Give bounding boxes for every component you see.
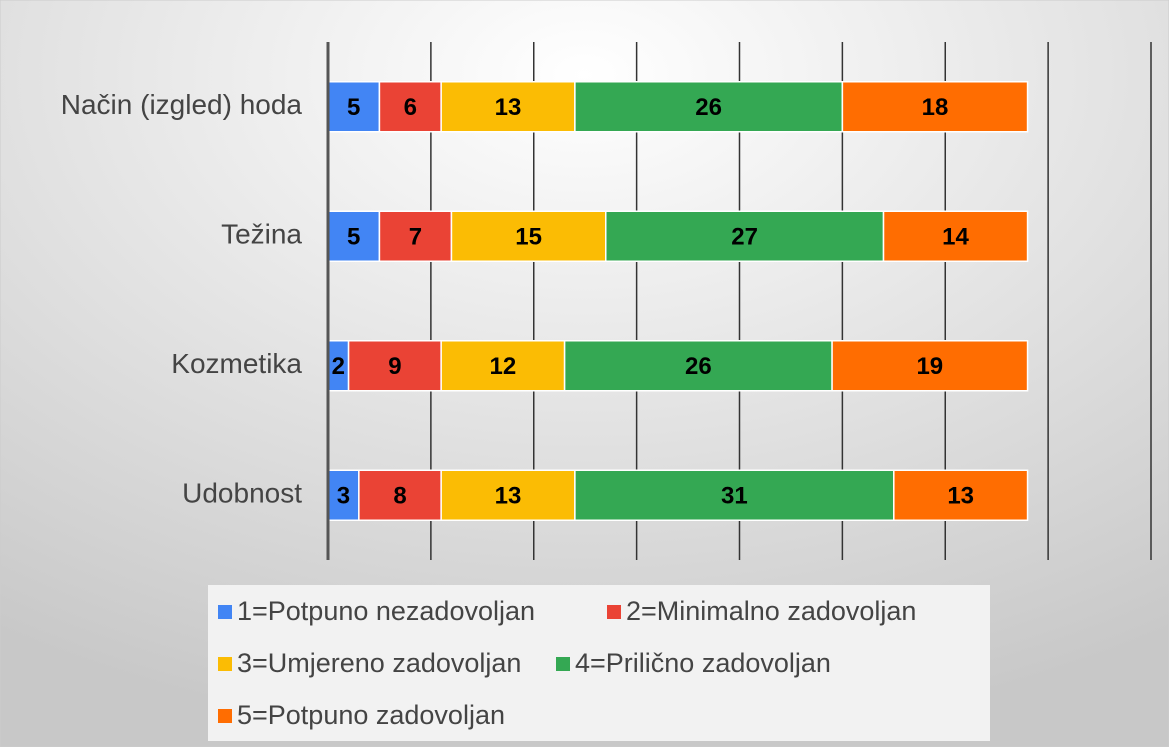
data-label: 9 [388, 353, 401, 380]
bar-segment [882, 210, 1029, 262]
bar-segment [440, 469, 576, 521]
data-label: 14 [942, 224, 969, 251]
legend-label: 4=Prilično zadovoljan [575, 648, 831, 678]
data-label: 26 [695, 94, 722, 121]
bar-segment [378, 210, 453, 262]
legend-swatch [218, 657, 232, 671]
legend-label: 1=Potpuno nezadovoljan [237, 596, 535, 626]
data-label: 6 [404, 94, 417, 121]
data-label: 26 [685, 353, 712, 380]
bar-segment [831, 340, 1029, 392]
data-label: 13 [947, 483, 974, 510]
data-label: 13 [495, 94, 522, 121]
data-label: 27 [731, 224, 758, 251]
legend-label: 5=Potpuno zadovoljan [237, 700, 505, 730]
bar-segment [893, 469, 1029, 521]
bar-segment [450, 210, 607, 262]
data-label: 19 [916, 353, 943, 380]
data-label: 13 [495, 483, 522, 510]
bar-segment [841, 81, 1029, 133]
data-label: 18 [922, 94, 949, 121]
bar-segment [440, 81, 576, 133]
bar-segment [327, 469, 360, 521]
legend-label: 2=Minimalno zadovoljan [626, 596, 916, 626]
category-label: Kozmetika [171, 348, 302, 379]
legend-swatch [218, 605, 232, 619]
data-label: 5 [347, 94, 360, 121]
legend-label: 3=Umjereno zadovoljan [237, 648, 521, 678]
data-label: 15 [515, 224, 542, 251]
bar-segment [358, 469, 442, 521]
data-label: 7 [409, 224, 422, 251]
legend-swatch [607, 605, 621, 619]
bar-segment [574, 469, 895, 521]
legend-swatch [218, 709, 232, 723]
data-label: 5 [347, 224, 360, 251]
category-label: Način (izgled) hoda [61, 89, 303, 120]
data-label: 8 [393, 483, 406, 510]
legend-box [208, 585, 990, 741]
legend-swatch [556, 657, 570, 671]
data-label: 2 [332, 353, 345, 380]
bar-segment [347, 340, 442, 392]
category-label: Težina [221, 219, 302, 250]
data-label: 3 [337, 483, 350, 510]
data-label: 12 [490, 353, 517, 380]
category-label: Udobnost [182, 478, 302, 509]
data-label: 31 [721, 483, 748, 510]
